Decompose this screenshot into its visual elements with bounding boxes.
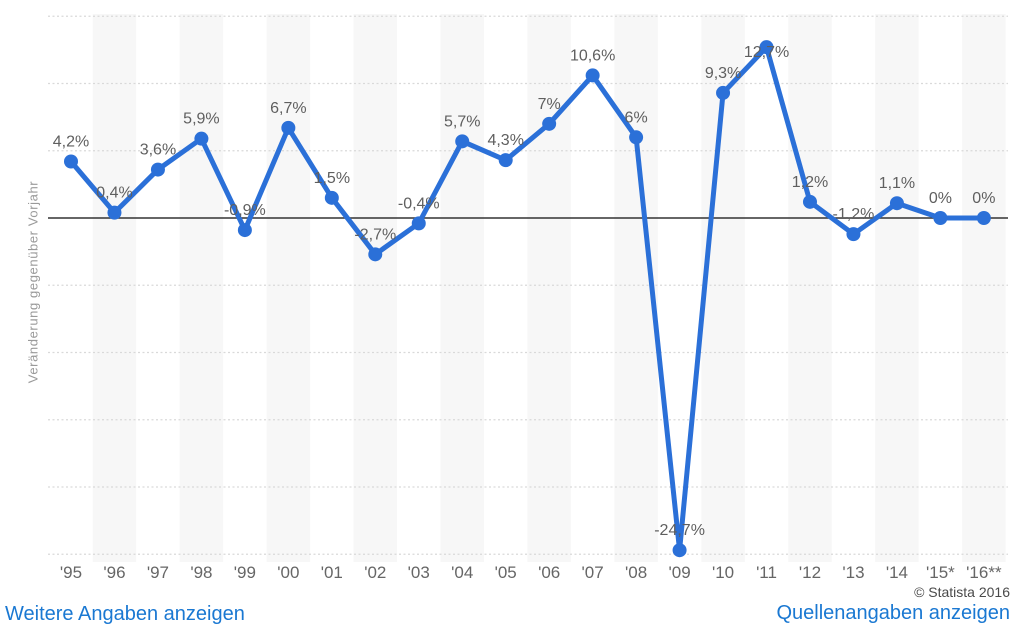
x-axis-tick-label: '16** (966, 563, 1002, 582)
x-axis-tick-label: '97 (147, 563, 169, 582)
data-point[interactable] (716, 85, 731, 100)
data-point[interactable] (498, 153, 513, 168)
point-value-label: 7% (538, 96, 561, 113)
x-axis-tick-label: '02 (364, 563, 386, 582)
data-point[interactable] (846, 227, 861, 242)
background-stripe (875, 14, 919, 562)
data-point[interactable] (368, 247, 383, 262)
point-value-label: 10,6% (570, 47, 615, 64)
quellenangaben-link[interactable]: Quellenangaben anzeigen (776, 602, 1010, 624)
x-axis-tick-label: '00 (277, 563, 299, 582)
point-value-label: 0% (929, 190, 952, 207)
x-axis-tick-label: '06 (538, 563, 560, 582)
background-stripe (92, 14, 137, 562)
data-point[interactable] (759, 40, 774, 55)
x-axis-tick-label: '15* (926, 563, 955, 582)
x-axis-tick-label: '08 (625, 563, 647, 582)
data-point[interactable] (324, 190, 339, 205)
point-value-label: 5,7% (444, 113, 480, 130)
x-axis-tick-label: '04 (451, 563, 473, 582)
weitere-angaben-link[interactable]: Weitere Angaben anzeigen (5, 603, 245, 625)
data-point[interactable] (64, 154, 78, 169)
x-axis-tick-label: '98 (190, 563, 212, 582)
x-axis-tick-label: '95 (60, 563, 82, 582)
y-axis-title: Veränderung gegenüber Vorjahr (25, 180, 41, 384)
x-axis-tick-label: '05 (495, 563, 517, 582)
data-point[interactable] (411, 216, 426, 231)
background-stripe (266, 14, 311, 562)
point-value-label: 0,4% (96, 185, 132, 202)
data-point[interactable] (889, 196, 904, 211)
data-point[interactable] (455, 134, 470, 149)
x-axis-tick-label: '13 (842, 563, 864, 582)
background-stripe (962, 14, 1006, 562)
point-value-label: 12,7% (744, 44, 789, 61)
x-axis-tick-label: '09 (669, 563, 691, 582)
point-value-label: 4,3% (487, 132, 523, 149)
point-value-label: 5,9% (183, 111, 219, 128)
data-point[interactable] (542, 116, 557, 131)
data-point[interactable] (150, 162, 165, 177)
point-value-label: 1,2% (792, 174, 828, 191)
point-value-label: 6,7% (270, 100, 306, 117)
x-axis-tick-label: '01 (321, 563, 343, 582)
point-value-label: -2,7% (354, 226, 396, 243)
point-value-label: -0,9% (224, 202, 266, 219)
data-point[interactable] (802, 194, 817, 209)
x-axis-tick-label: '12 (799, 563, 821, 582)
x-axis-tick-label: '96 (103, 563, 125, 582)
point-value-label: -0,4% (398, 195, 440, 212)
data-point[interactable] (672, 543, 687, 558)
point-value-label: 0% (972, 190, 995, 207)
data-point[interactable] (629, 130, 644, 145)
data-point[interactable] (933, 211, 948, 225)
background-stripe (179, 14, 224, 562)
copyright-note: © Statista 2016 (914, 584, 1010, 600)
point-value-label: 9,3% (705, 65, 741, 82)
background-stripe (788, 14, 832, 562)
x-axis-tick-label: '11 (756, 563, 777, 582)
line-chart: 4,2% 0,4% 3,6% 5,9% -0,9% 6,7% 1,5% -2,7%-0,4% 5… (48, 14, 1008, 582)
point-value-label: 1,5% (314, 170, 350, 187)
x-axis-tick-label: '10 (712, 563, 734, 582)
data-point[interactable] (976, 211, 991, 225)
x-axis-tick-label: '03 (408, 563, 430, 582)
data-point[interactable] (107, 205, 122, 220)
footer-right: © Statista 2016 Quellenangaben anzeigen (776, 584, 1010, 625)
point-value-label: -1,2% (833, 206, 875, 223)
point-value-label: 3,6% (140, 142, 176, 159)
data-point[interactable] (281, 120, 296, 135)
data-point[interactable] (237, 223, 252, 238)
x-axis-tick-label: '07 (582, 563, 604, 582)
data-line (68, 44, 987, 553)
x-axis-tick-label: '14 (886, 563, 908, 582)
point-value-label: 4,2% (53, 134, 89, 151)
data-point[interactable] (194, 131, 209, 146)
point-value-label: 1,1% (879, 175, 915, 192)
data-point[interactable] (585, 68, 600, 83)
background-stripe (353, 14, 398, 562)
point-value-label: -24,7% (654, 522, 705, 539)
point-value-label: 6% (625, 109, 648, 126)
background-stripe (440, 14, 484, 562)
x-axis-tick-label: '99 (234, 563, 256, 582)
